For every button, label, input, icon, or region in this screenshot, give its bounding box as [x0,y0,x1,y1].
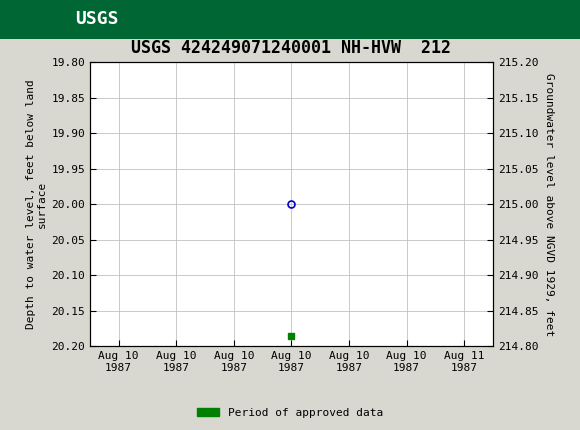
Text: USGS: USGS [75,10,119,28]
Y-axis label: Groundwater level above NGVD 1929, feet: Groundwater level above NGVD 1929, feet [544,73,554,336]
Y-axis label: Depth to water level, feet below land
surface: Depth to water level, feet below land su… [26,80,47,329]
Title: USGS 424249071240001 NH-HVW  212: USGS 424249071240001 NH-HVW 212 [132,39,451,57]
Legend: Period of approved data: Period of approved data [193,403,387,422]
